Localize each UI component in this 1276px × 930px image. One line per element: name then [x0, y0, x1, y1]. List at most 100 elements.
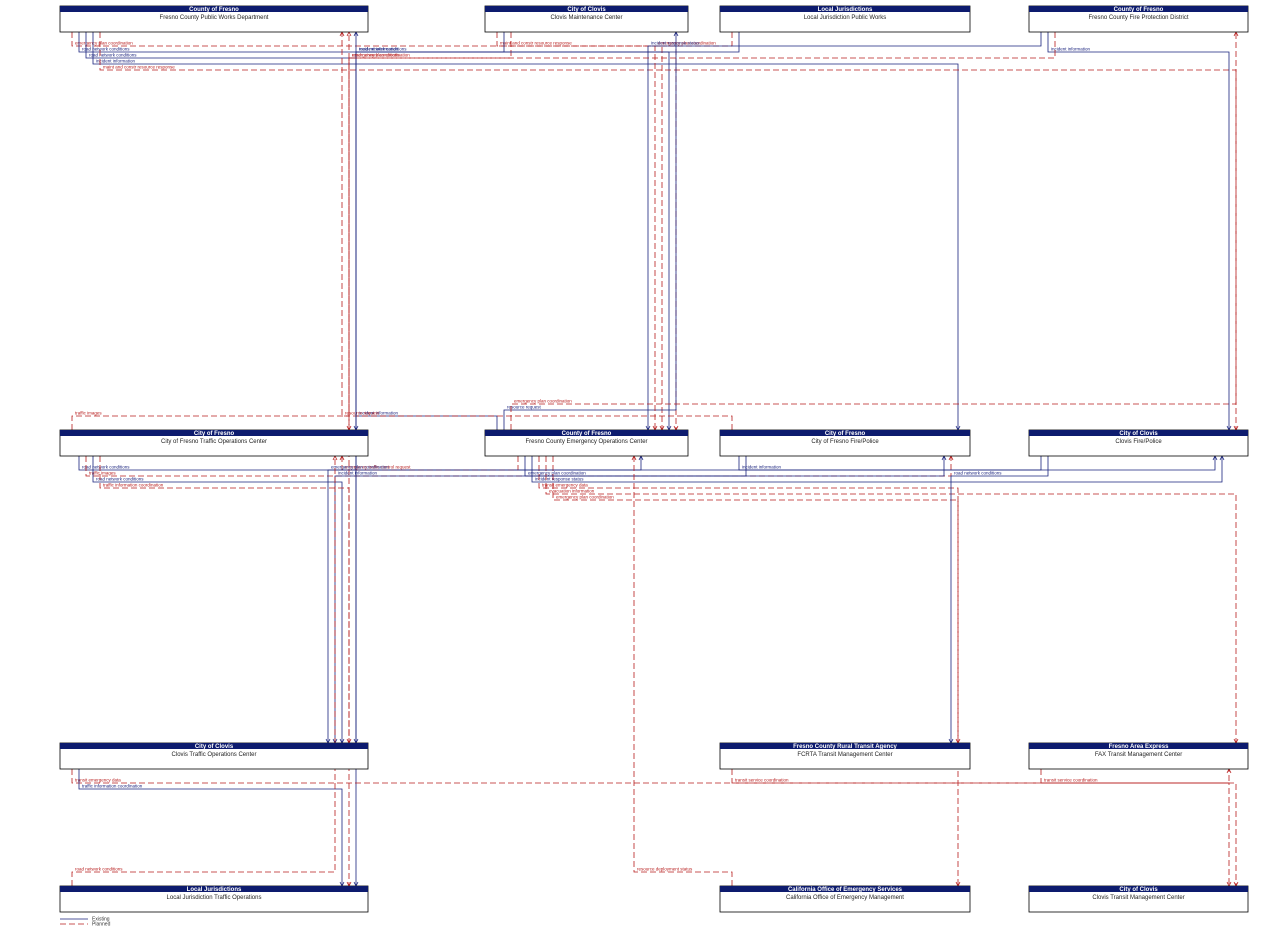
node-owner: County of Fresno	[562, 431, 612, 437]
flow-line	[524, 456, 945, 477]
flow: road network conditions	[78, 32, 672, 431]
flow-line	[334, 456, 747, 743]
flow-line	[71, 769, 1237, 886]
flow-line	[510, 32, 1237, 430]
flow-label: emergency plan coordination	[658, 41, 716, 46]
flow: incident information	[1047, 32, 1232, 431]
flow-label: incident information	[359, 47, 399, 52]
node-name: Local Jurisdiction Traffic Operations	[167, 895, 262, 901]
flow-label: incident response status	[535, 477, 584, 482]
flow-label: incident response status	[651, 41, 700, 46]
flow: road network conditions	[85, 32, 359, 431]
flow-line	[654, 32, 733, 430]
flow: resource deployment status	[631, 455, 733, 886]
node-owner: Fresno County Rural Transit Agency	[793, 744, 897, 750]
flow-label: road network conditions	[75, 867, 123, 872]
flow-line	[355, 32, 505, 743]
flow-label: emergency plan coordination	[75, 41, 133, 46]
node-header	[1029, 743, 1248, 749]
node: Local Jurisdictions Local Jurisdiction Pu…	[719, 5, 971, 33]
node-name: City of Fresno Fire/Police	[811, 439, 879, 445]
flow-line	[355, 32, 740, 886]
node-name: Clovis Fire/Police	[1115, 439, 1162, 445]
flow-label: road network conditions	[96, 477, 144, 482]
flow: emergency plan coordination	[510, 31, 1239, 430]
node-owner: City of Fresno	[825, 431, 866, 437]
flow-label: transit service coordination	[1044, 778, 1098, 783]
node: Local Jurisdictions Local Jurisdiction Tr…	[59, 885, 369, 913]
flow-line	[503, 32, 677, 430]
flow-line	[92, 32, 959, 430]
node-header	[60, 886, 368, 892]
node: County of Fresno Fresno County Public Wor…	[59, 5, 369, 33]
flow-line	[341, 32, 733, 430]
node: City of Clovis Clovis Transit Management …	[1028, 885, 1249, 913]
flow-line	[531, 456, 1223, 483]
flow-label: road network conditions	[954, 471, 1002, 476]
node-name: City of Fresno Traffic Operations Center	[161, 439, 267, 445]
flow-label: incident information	[1051, 47, 1091, 52]
node-header	[1029, 430, 1248, 436]
node-owner: City of Clovis	[1119, 431, 1158, 437]
flow-line	[552, 456, 959, 886]
flow-label: maint and constr resource response	[103, 65, 175, 70]
node-name: Clovis Traffic Operations Center	[172, 752, 257, 758]
flow-label: resource request	[345, 411, 380, 416]
node: City of Clovis Clovis Maintenance Center	[484, 5, 689, 33]
flow-label: incident information	[96, 59, 136, 64]
flow: emergency plan coordination	[71, 32, 679, 431]
node-name: California Office of Emergency Managemen…	[786, 895, 904, 901]
flow-line	[731, 769, 1230, 784]
flow-label: emergency plan coordination	[352, 53, 410, 58]
flow-line	[99, 456, 350, 886]
flow: transit service coordination	[731, 768, 1232, 784]
flow: incident information	[332, 456, 747, 744]
flow: road network conditions	[71, 455, 338, 886]
flow-label: traffic information coordination	[103, 483, 164, 488]
flow-line	[647, 32, 1042, 430]
flow-line	[1040, 769, 1230, 886]
flow-label: traffic images	[89, 471, 116, 476]
flow-line	[633, 456, 733, 886]
node-name: FAX Transit Management Center	[1095, 752, 1182, 758]
node-header	[1029, 886, 1248, 892]
flow-line	[738, 456, 1216, 471]
flow-label: evacuation information	[549, 489, 595, 494]
flow: maint and constr resource response	[496, 32, 665, 431]
flow-line	[950, 456, 1049, 743]
flow: road network conditions	[346, 32, 512, 431]
flow: traffic images	[85, 455, 954, 477]
flow-label: resource request	[507, 405, 542, 410]
flow-line	[71, 32, 350, 430]
flow-line	[78, 769, 343, 886]
flow-line	[545, 456, 1237, 743]
flow: emergency plan coordination	[524, 455, 947, 477]
node-owner: County of Fresno	[1114, 7, 1164, 13]
node-header	[720, 886, 970, 892]
flow-line	[355, 32, 498, 430]
node-owner: County of Fresno	[189, 7, 239, 13]
node-header	[720, 6, 970, 12]
flow-line	[71, 32, 677, 430]
node-owner: Local Jurisdictions	[818, 7, 873, 13]
flow-line	[538, 456, 959, 743]
flow-label: road network conditions	[82, 465, 130, 470]
flow: incident information	[738, 455, 1218, 471]
node-owner: City of Clovis	[195, 744, 234, 750]
flow-line	[78, 32, 670, 430]
flow-line	[92, 456, 343, 743]
node: City of Clovis Clovis Fire/Police	[1028, 429, 1249, 457]
flow: emergency plan coordination	[552, 456, 961, 887]
flow: incident information	[92, 32, 961, 431]
node: City of Fresno City of Fresno Fire/Police	[719, 429, 971, 457]
flow-line	[99, 32, 1237, 430]
flow: emergency plan coordination	[346, 32, 1056, 744]
flow: incident information	[353, 32, 505, 744]
flow: emergency plan coordination	[325, 456, 1042, 744]
node-name: Fresno County Public Works Department	[160, 15, 269, 21]
flow: traffic images	[71, 31, 352, 430]
flow-label: resource deployment status	[637, 867, 693, 872]
flow: road network conditions	[948, 456, 1049, 744]
node-header	[485, 430, 688, 436]
